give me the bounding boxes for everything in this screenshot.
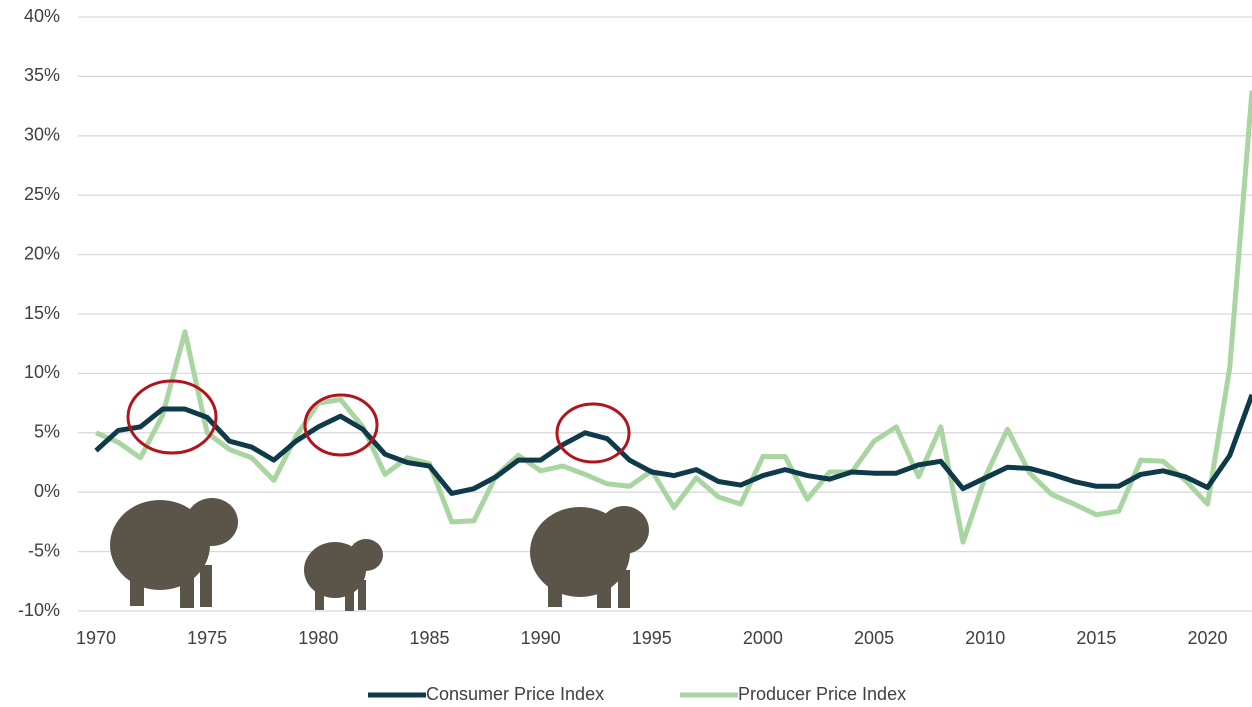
y-tick-label: -10% <box>18 600 60 620</box>
legend: Consumer Price Index Producer Price Index <box>368 684 906 704</box>
cat-icon <box>110 498 238 608</box>
y-tick-label: -5% <box>28 540 60 560</box>
x-tick-label: 2020 <box>1188 628 1228 648</box>
lines <box>94 90 1252 545</box>
x-tick-label: 2015 <box>1076 628 1116 648</box>
series-line <box>95 90 1252 545</box>
x-tick-label: 1985 <box>409 628 449 648</box>
x-tick-label: 2010 <box>965 628 1005 648</box>
y-tick-label: 30% <box>24 125 60 145</box>
y-tick-label: 40% <box>24 6 60 26</box>
x-tick-label: 1995 <box>632 628 672 648</box>
highlight-circle <box>303 393 379 457</box>
cat-icon <box>530 506 649 608</box>
annotations <box>126 379 631 464</box>
y-tick-label: 15% <box>24 303 60 323</box>
cat-pictures <box>110 498 649 611</box>
y-tick-label: 10% <box>24 362 60 382</box>
x-tick-label: 2000 <box>743 628 783 648</box>
x-tick-label: 1975 <box>187 628 227 648</box>
y-tick-label: 0% <box>34 481 60 501</box>
highlight-circle <box>555 402 631 464</box>
legend-label: Producer Price Index <box>738 684 906 704</box>
y-tick-label: 20% <box>24 243 60 263</box>
y-tick-label: 5% <box>34 422 60 442</box>
x-tick-label: 1990 <box>521 628 561 648</box>
legend-label: Consumer Price Index <box>426 684 604 704</box>
highlight-circle <box>126 379 218 455</box>
x-tick-label: 1970 <box>76 628 116 648</box>
x-tick-label: 1980 <box>298 628 338 648</box>
x-tick-label: 2005 <box>854 628 894 648</box>
cat-icon <box>304 539 383 611</box>
y-tick-label: 35% <box>24 65 60 85</box>
series-line <box>94 393 1252 496</box>
grid: -10% -5% 0% 5% 10% 15% 20% 25% 30% 35% 40% 1970 1975… <box>18 6 1252 648</box>
y-tick-label: 25% <box>24 184 60 204</box>
